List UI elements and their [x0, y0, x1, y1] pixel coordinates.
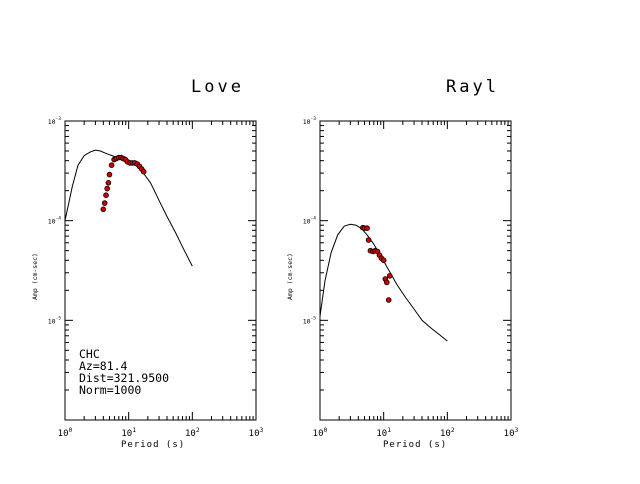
rayl-x-tick-label: 101 — [376, 427, 391, 439]
love-data-point — [106, 171, 113, 178]
rayl-y-tick-label: 10-4 — [303, 216, 317, 226]
love-x-tick-label: 100 — [58, 427, 73, 439]
rayl-chart: 100 101 102 103 10-3 10-4 10-5 — [303, 116, 519, 439]
love-panel: Love Period (s) Amp (cm-sec) CHC Az=81.4… — [31, 77, 244, 450]
rayl-x-tick-label: 103 — [504, 427, 519, 439]
love-data-point — [104, 185, 110, 192]
love-title: Love — [191, 77, 244, 97]
rayl-data-point — [385, 297, 392, 303]
love-y-tick-label: 10-3 — [48, 116, 62, 126]
rayl-y-tick-label: 10-3 — [303, 116, 317, 126]
plot-layer: 100 101 102 103 10-3 10-4 10-5 100 101 102 103 10-3… — [48, 116, 519, 439]
rayl-model-curve — [319, 223, 448, 342]
rayl-title: Rayl — [446, 77, 499, 97]
love-x-tick-label: 102 — [185, 427, 200, 439]
love-data-point — [101, 200, 108, 206]
love-data-point — [105, 180, 112, 186]
love-plot-frame — [64, 120, 257, 421]
rayl-x-tick-label: 100 — [313, 427, 328, 439]
love-y-tick-label: 10-4 — [48, 216, 62, 226]
rayl-xlabel: Period (s) — [383, 440, 447, 450]
info-azimuth: Az=81.4 — [79, 359, 128, 373]
info-station: CHC — [79, 347, 100, 361]
rayl-data-point — [383, 279, 390, 286]
rayl-x-tick-label: 102 — [440, 427, 455, 439]
love-y-tick-label: 10-5 — [48, 315, 62, 325]
rayl-data-point — [386, 272, 393, 279]
rayl-ylabel: Amp (cm-sec) — [286, 253, 294, 300]
love-data-point — [140, 168, 147, 175]
love-data-point — [103, 192, 109, 199]
info-distance: Dist=321.9500 — [79, 371, 169, 385]
love-x-tick-label: 103 — [249, 427, 264, 439]
info-norm: Norm=1000 — [79, 383, 141, 397]
rayl-panel: Rayl Period (s) Amp (cm-sec) — [286, 77, 499, 450]
love-ylabel: Amp (cm-sec) — [31, 253, 39, 300]
love-xlabel: Period (s) — [121, 440, 185, 450]
love-data-point — [108, 162, 115, 169]
station-info: CHC Az=81.4 Dist=321.9500 Norm=1000 — [79, 347, 169, 397]
rayl-data-point — [364, 225, 370, 232]
love-model-curve — [64, 149, 193, 267]
love-chart: 100 101 102 103 10-3 10-4 10-5 — [48, 116, 264, 439]
rayl-y-tick-label: 10-5 — [303, 315, 317, 325]
rayl-data-point — [380, 257, 387, 264]
love-data-point — [100, 206, 107, 213]
rayl-data-point — [365, 237, 372, 243]
rayl-plot-frame — [319, 120, 512, 421]
love-x-tick-label: 101 — [121, 427, 136, 439]
